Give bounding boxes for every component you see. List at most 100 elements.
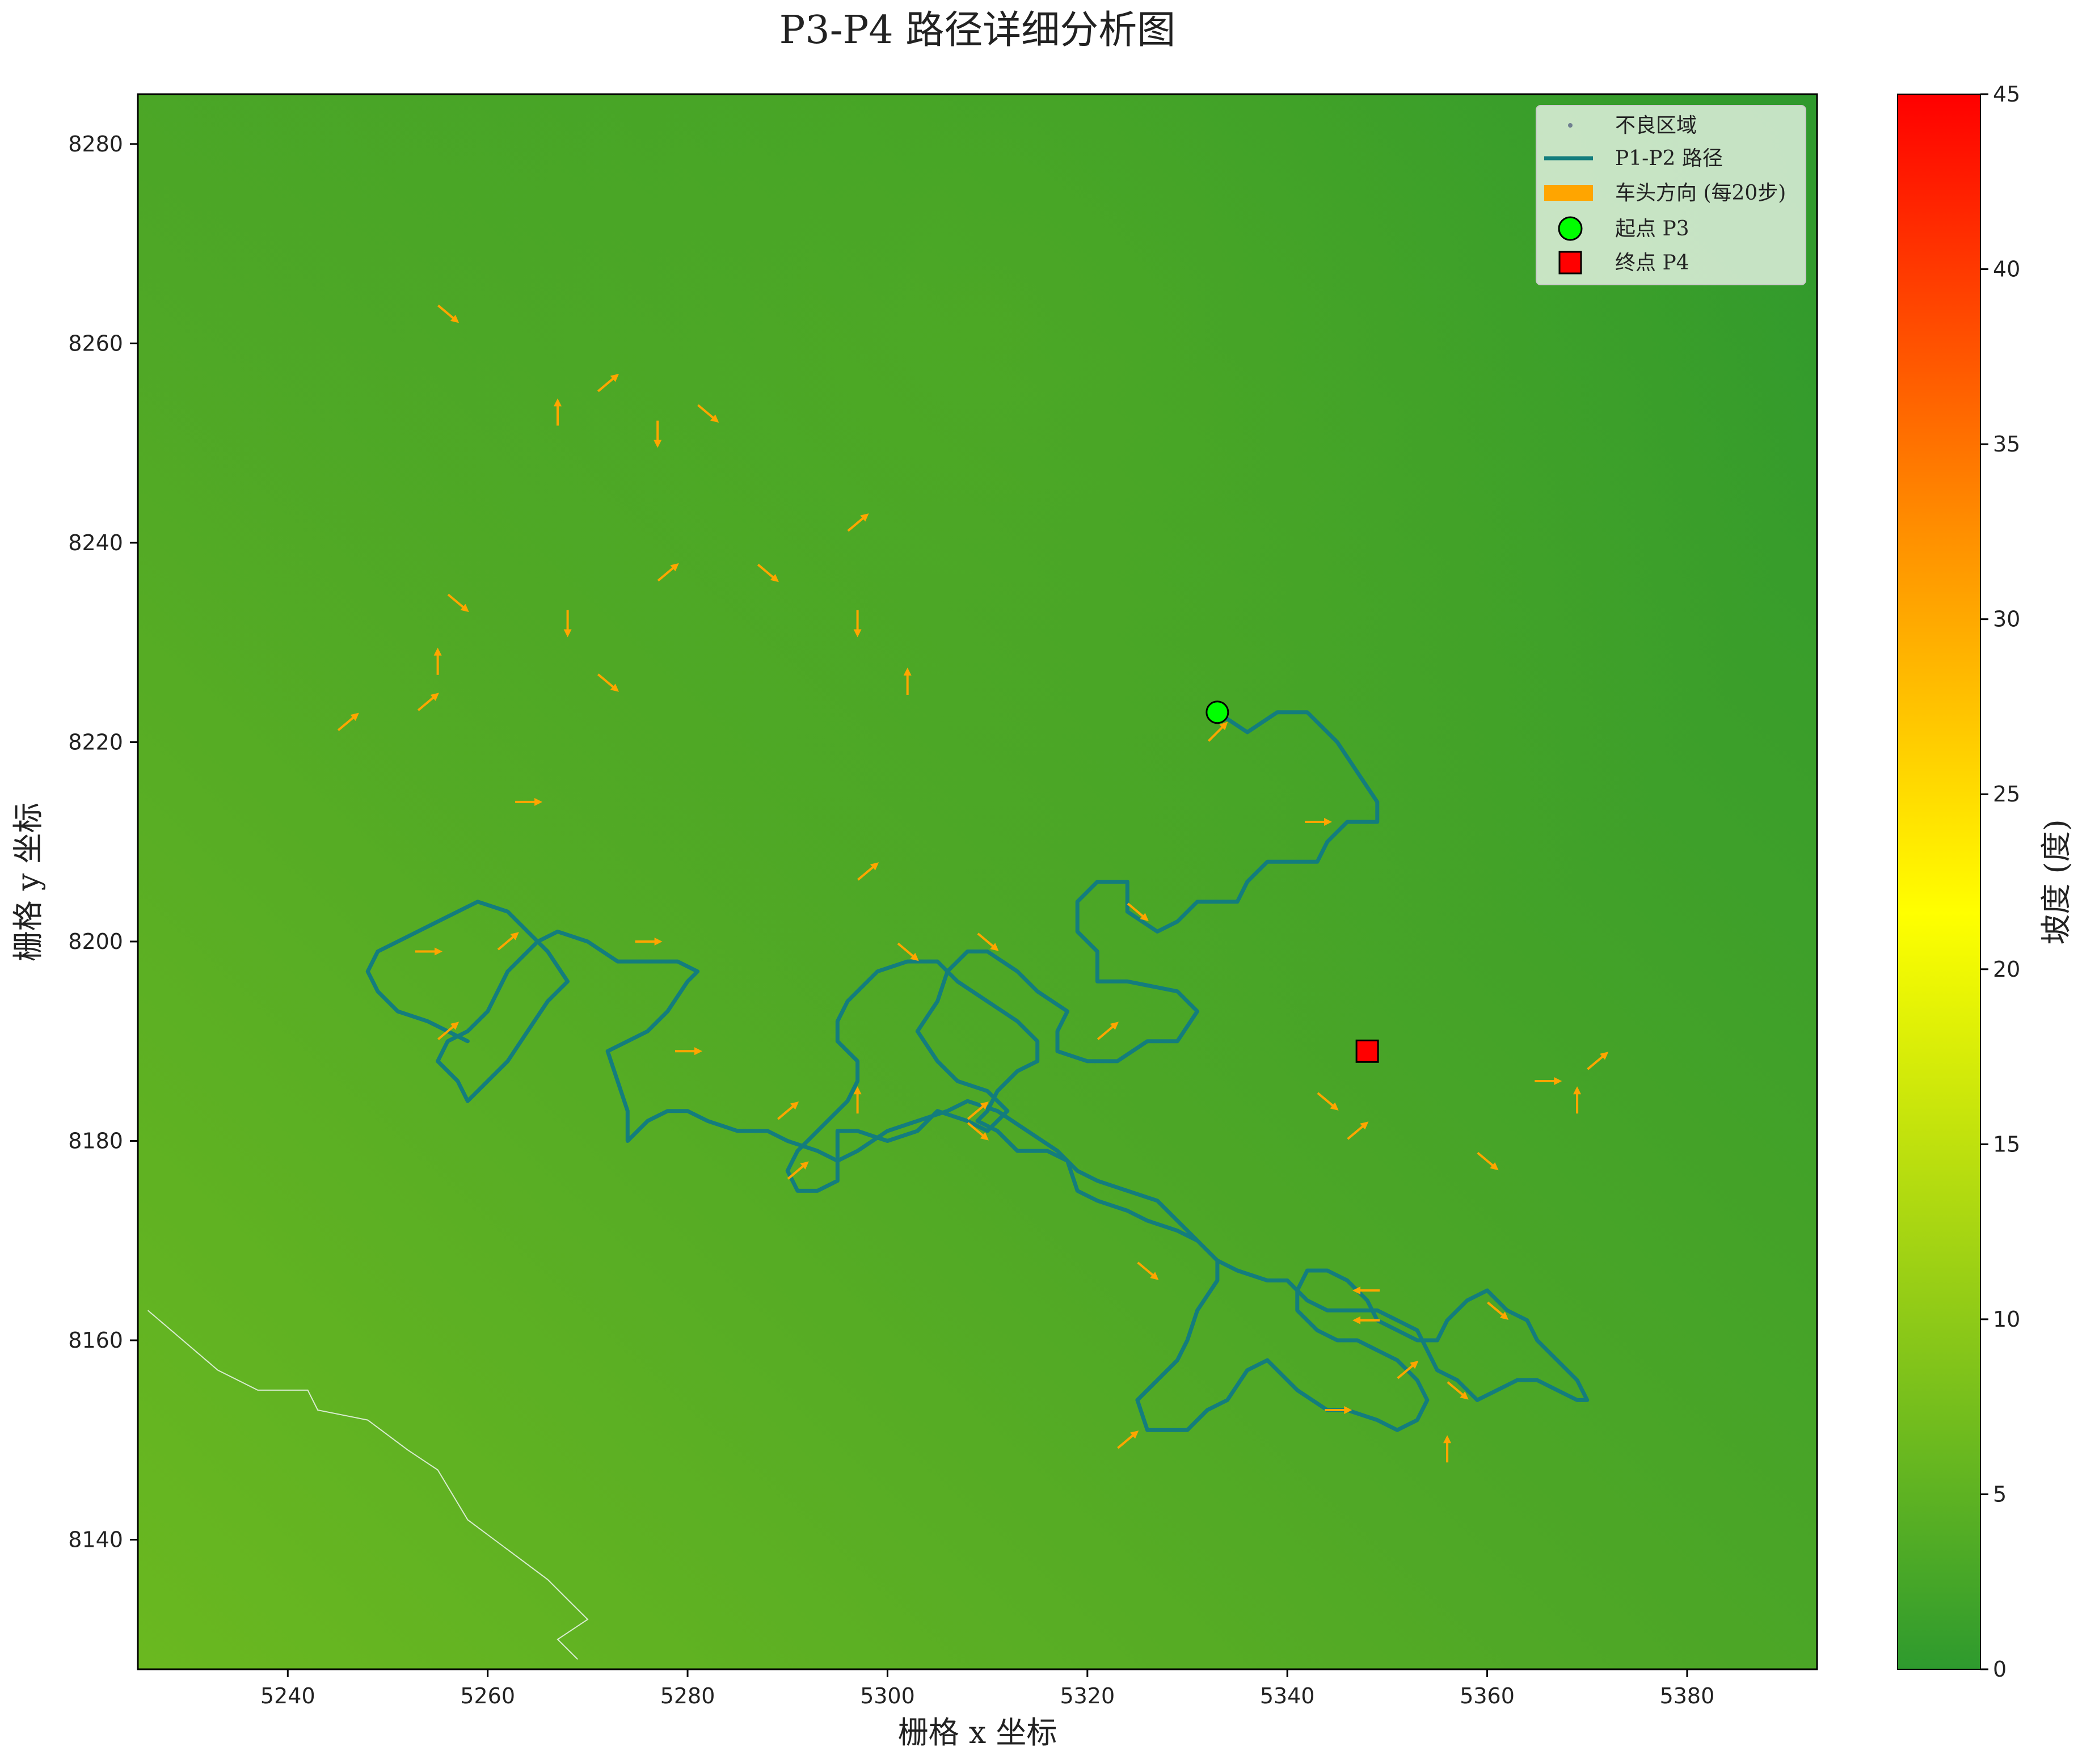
heading-arrow bbox=[967, 1122, 989, 1141]
heading-arrow bbox=[1535, 1077, 1562, 1085]
bad-area-contour-line bbox=[147, 1310, 589, 1660]
y-tick-label: 8160 bbox=[68, 1328, 123, 1353]
heading-arrow bbox=[853, 610, 862, 638]
heading-arrow-head bbox=[1554, 1077, 1562, 1085]
heading-arrow-head bbox=[853, 1086, 862, 1095]
heading-arrow-shaft bbox=[897, 942, 914, 958]
colorbar-tick-label: 20 bbox=[1993, 957, 2020, 982]
heading-arrow-shaft bbox=[1477, 1151, 1494, 1167]
heading-arrow bbox=[977, 932, 999, 951]
legend-label-path: P1-P2 路径 bbox=[1615, 147, 1723, 170]
colorbar-tick-label: 30 bbox=[1993, 607, 2020, 632]
heading-arrow bbox=[1447, 1381, 1469, 1400]
heading-arrow-head bbox=[563, 629, 572, 638]
heading-arrow bbox=[1325, 1406, 1352, 1414]
heading-arrow-head bbox=[350, 712, 359, 721]
colorbar-tick-label: 35 bbox=[1993, 432, 2020, 457]
heading-arrow-shaft bbox=[1487, 1301, 1504, 1316]
heading-arrow-shaft bbox=[1127, 902, 1144, 918]
heading-arrow bbox=[437, 1022, 460, 1040]
heading-arrow-shaft bbox=[657, 567, 675, 582]
legend-label-start: 起点 P3 bbox=[1615, 217, 1689, 240]
heading-arrow-head bbox=[610, 683, 619, 692]
heading-arrow bbox=[847, 513, 869, 532]
heading-arrow-head bbox=[1324, 818, 1332, 826]
heading-arrow-shaft bbox=[1447, 1381, 1464, 1396]
legend-box bbox=[1536, 105, 1806, 285]
y-axis: 8140 8160 8180 8200 8220 8240 8260 8280 bbox=[68, 132, 138, 1552]
heading-arrow bbox=[657, 563, 679, 582]
heading-arrow-head bbox=[790, 1101, 799, 1110]
heading-arrow bbox=[563, 610, 572, 638]
colorbar bbox=[1898, 94, 1980, 1669]
heading-arrow-head bbox=[1410, 1360, 1419, 1369]
heading-arrow bbox=[597, 673, 619, 692]
heading-arrow-shaft bbox=[967, 1105, 985, 1120]
colorbar-tick-label: 5 bbox=[1993, 1482, 2007, 1506]
heading-arrow-shaft bbox=[1117, 1434, 1135, 1449]
heading-arrow bbox=[597, 373, 619, 393]
x-tick-label: 5380 bbox=[1660, 1683, 1715, 1708]
heading-arrow-head bbox=[1330, 1102, 1339, 1111]
heading-arrow bbox=[1443, 1435, 1452, 1463]
legend-label-arrow: 车头方向 (每20步) bbox=[1615, 182, 1786, 205]
heading-arrow bbox=[447, 593, 469, 613]
legend-arrow-marker bbox=[1544, 185, 1593, 201]
heading-arrow-head bbox=[510, 932, 519, 940]
x-tick-label: 5260 bbox=[460, 1683, 515, 1708]
heading-arrow-head bbox=[910, 952, 919, 961]
x-axis: 5240 5260 5280 5300 5320 5340 5360 5380 bbox=[260, 1669, 1714, 1708]
heading-arrow-shaft bbox=[1137, 1261, 1154, 1277]
heading-arrow-head bbox=[980, 1132, 989, 1141]
colorbar-tick-label: 15 bbox=[1993, 1132, 2020, 1157]
heading-arrow-head bbox=[980, 1101, 989, 1110]
heading-arrow-head bbox=[1150, 1272, 1159, 1280]
heading-arrow bbox=[1137, 1261, 1159, 1280]
heading-arrow bbox=[903, 668, 912, 695]
heading-arrow-head bbox=[990, 943, 999, 951]
heading-arrow bbox=[337, 712, 359, 731]
heading-arrow bbox=[787, 1161, 809, 1180]
heading-arrow bbox=[654, 420, 662, 448]
heading-arrow-head bbox=[610, 373, 619, 382]
heading-arrow bbox=[1347, 1121, 1369, 1140]
heading-arrow bbox=[1097, 1022, 1119, 1040]
heading-arrow-head bbox=[1352, 1286, 1361, 1295]
colorbar-tick-label: 40 bbox=[1993, 257, 2020, 282]
y-tick-label: 8280 bbox=[68, 132, 123, 157]
heading-arrow bbox=[1317, 1092, 1339, 1111]
heading-arrow-shaft bbox=[337, 716, 355, 731]
heading-arrow-head bbox=[903, 668, 912, 676]
heading-arrow-shaft bbox=[597, 377, 615, 393]
heading-arrow bbox=[433, 647, 442, 675]
heading-arrow-shaft bbox=[1397, 1364, 1414, 1379]
heading-arrow bbox=[1487, 1301, 1509, 1320]
x-tick-label: 5340 bbox=[1260, 1683, 1315, 1708]
heading-arrow-head bbox=[654, 938, 663, 946]
y-tick-label: 8240 bbox=[68, 530, 123, 555]
heading-arrow-head bbox=[450, 315, 460, 323]
heading-arrow bbox=[415, 947, 442, 956]
heading-arrow bbox=[967, 1101, 989, 1120]
colorbar-tick-label: 25 bbox=[1993, 782, 2020, 807]
colorbar-tick-label: 45 bbox=[1993, 82, 2020, 107]
plot-frame bbox=[137, 93, 1818, 1670]
colorbar-tick-label: 10 bbox=[1993, 1307, 2020, 1332]
y-axis-label: 栅格 y 坐标 bbox=[10, 803, 46, 962]
heading-arrow-head bbox=[1344, 1406, 1352, 1414]
heading-arrow bbox=[554, 398, 562, 426]
legend-label-end: 终点 P4 bbox=[1615, 251, 1689, 275]
chart-title: P3-P4 路径详细分析图 bbox=[779, 8, 1176, 53]
end-marker bbox=[1355, 1039, 1379, 1063]
heading-arrow-head bbox=[534, 797, 543, 806]
colorbar-tick-label: 0 bbox=[1993, 1657, 2007, 1682]
heading-arrow-shaft bbox=[1207, 725, 1224, 742]
heading-arrow-head bbox=[710, 414, 719, 423]
y-tick-label: 8220 bbox=[68, 729, 123, 754]
heading-arrow-shaft bbox=[1587, 1055, 1604, 1070]
heading-arrow-shaft bbox=[1317, 1092, 1334, 1107]
heading-arrow-head bbox=[435, 947, 442, 956]
bad-area-contour bbox=[147, 1310, 589, 1660]
heading-arrow-head bbox=[1600, 1052, 1609, 1060]
